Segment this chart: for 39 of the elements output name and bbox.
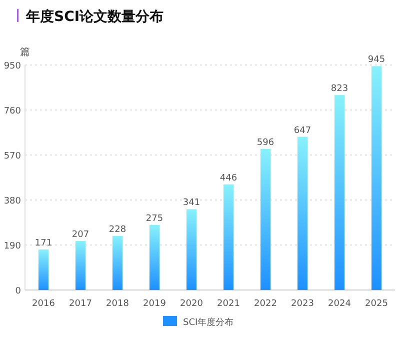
bar xyxy=(150,224,160,290)
legend-label: SCI年度分布 xyxy=(183,317,234,328)
bar xyxy=(298,136,308,290)
y-tick-label: 190 xyxy=(4,242,22,252)
bar xyxy=(224,184,234,290)
x-tick-label: 2017 xyxy=(69,299,92,309)
data-label: 171 xyxy=(34,238,52,248)
data-label: 945 xyxy=(368,55,386,66)
bar xyxy=(334,95,344,290)
data-label: 207 xyxy=(72,230,90,240)
chart-title: 年度SCI论文数量分布 xyxy=(25,8,164,25)
data-label: 596 xyxy=(256,138,274,148)
bar xyxy=(260,148,270,290)
y-tick-label: 950 xyxy=(4,62,22,72)
bar xyxy=(112,236,122,290)
y-tick-label: 0 xyxy=(15,286,22,296)
y-axis-title: 篇 xyxy=(20,47,30,58)
y-tick-label: 760 xyxy=(4,106,22,116)
y-tick-label: 380 xyxy=(4,196,22,206)
x-tick-label: 2018 xyxy=(106,299,130,309)
data-label: 275 xyxy=(146,214,164,224)
bar xyxy=(186,209,196,290)
x-tick-label: 2016 xyxy=(32,299,56,309)
bar xyxy=(372,66,382,290)
x-tick-label: 2021 xyxy=(217,299,240,309)
data-label: 823 xyxy=(330,84,348,94)
x-tick-label: 2019 xyxy=(143,299,166,309)
data-label: 228 xyxy=(108,225,126,235)
x-tick-label: 2020 xyxy=(180,299,204,309)
data-label: 341 xyxy=(182,198,200,208)
x-tick-label: 2025 xyxy=(365,299,388,309)
x-tick-label: 2022 xyxy=(254,299,277,309)
data-label: 446 xyxy=(220,173,238,184)
x-tick-label: 2023 xyxy=(291,299,314,309)
x-tick-label: 2024 xyxy=(328,299,352,309)
y-tick-label: 570 xyxy=(4,152,22,162)
bar xyxy=(38,250,48,290)
data-label: 647 xyxy=(294,126,312,136)
bar xyxy=(76,240,86,290)
